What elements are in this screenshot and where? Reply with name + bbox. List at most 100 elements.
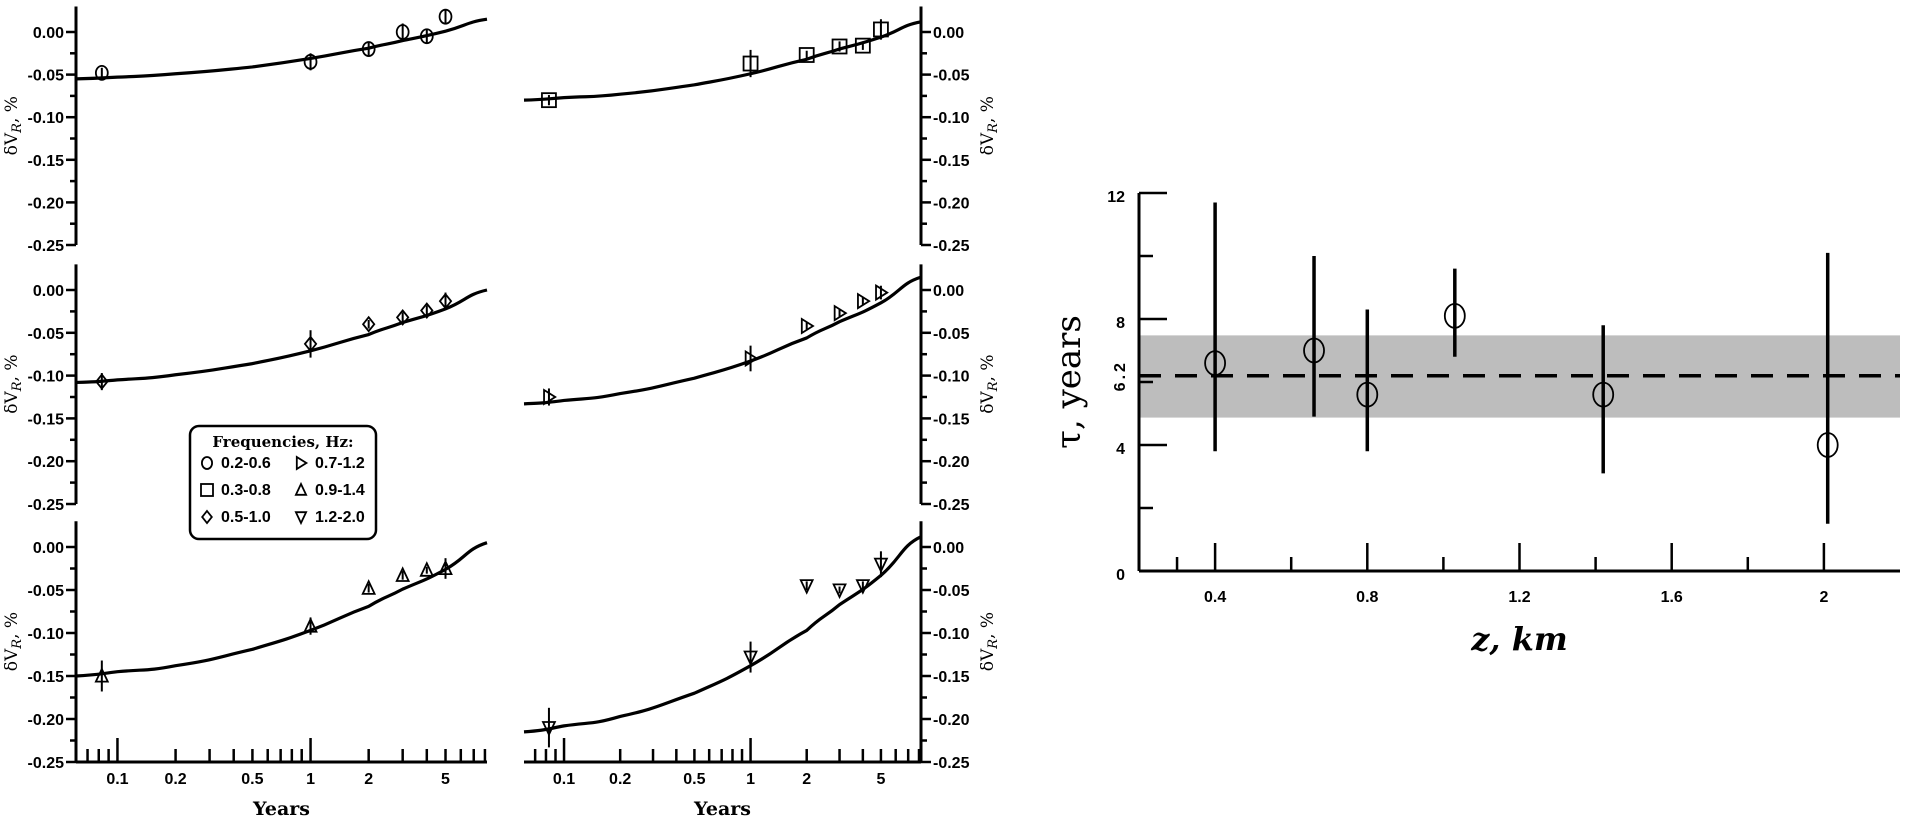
data-point-triangle-down [541,721,557,737]
y-tick-label: 4 [1116,441,1125,458]
legend-marker-triangle-up [294,481,308,496]
y-axis-label: δVR, % [978,96,1001,155]
tau-vs-depth-chart: 6.2 0 4 8 12 0.4 0.8 1.2 1.6 2 τ, years z, km [1049,189,1900,658]
y-tick-label: -0.05 [28,68,65,85]
legend-label: 0.7-1.2 [315,455,365,472]
fit-curve [523,20,922,102]
y-tick-label: -0.15 [933,411,970,428]
x-tick-label: 0.8 [1356,589,1378,606]
legend-title: Frequencies, Hz: [212,433,353,451]
x-tick-label: 0.5 [683,771,705,788]
data-point-triangle-up [94,666,110,683]
fit-curve [75,17,488,81]
legend-item: 1.2-2.0 [294,509,365,526]
data-point-diamond [303,335,318,353]
x-tick-label: 0.1 [106,771,128,788]
data-point-circle [419,28,434,45]
x-tick-label: 0.5 [241,771,263,788]
x-tick-label: 1 [306,771,315,788]
x-tick-label: 1 [746,771,755,788]
y-tick-label: -0.25 [933,497,970,514]
data-point-diamond [420,302,434,319]
y-tick-label: 0 [1116,567,1125,584]
y-axis-label-unit: , % [978,612,998,639]
y-tick-label: 0.00 [33,283,64,300]
fit-curve [75,541,488,678]
legend-item: 0.9-1.4 [294,481,365,499]
data-point-triangle-up [361,579,377,595]
x-tick-label: 0.2 [164,771,186,788]
y-axis-label-sub: R [10,123,25,134]
x-axis-label: Years [693,798,751,820]
data-point-circle [1356,381,1379,408]
y-axis-label-sub: R [10,639,25,650]
data-point-circle [1592,381,1615,408]
y-axis-label-sub: R [986,123,1001,134]
y-tick-label: -0.10 [933,626,970,643]
y-tick-label: -0.20 [28,454,65,471]
data-point-triangle-up [438,559,453,575]
data-point-circle [1204,350,1226,377]
y-tick-label: 0.00 [933,283,964,300]
y-tick-label: 8 [1116,315,1125,332]
x-tick-label: 5 [441,771,450,788]
data-point-square [742,55,759,72]
data-point-triangle-up [303,617,318,633]
x-tick-label: 0.2 [609,771,631,788]
y-tick-label: -0.20 [933,454,970,471]
y-tick-label: -0.15 [28,411,65,428]
y-tick-label: 12 [1107,189,1125,206]
y-axis-label-main: δV [2,648,22,671]
y-axis-label-unit: , % [2,612,22,639]
legend-item: 0.7-1.2 [295,455,365,472]
legend-item: 0.3-0.8 [200,482,271,499]
panel-middle-right: 0.00 -0.05 -0.10 -0.15 -0.20 -0.25 δVR, % [523,264,1001,514]
data-point-diamond [395,308,410,326]
data-point-circle [1303,337,1325,364]
y-axis-label-main: δV [2,391,22,414]
data-point-diamond [95,373,109,391]
x-tick-label: 1.2 [1508,589,1530,606]
legend-marker-circle [200,456,213,470]
data-point-triangle-right [857,292,871,310]
y-tick-label: -0.20 [28,195,65,212]
y-axis-label-main: δV [978,391,998,414]
legend-box [188,424,378,541]
data-point-triangle-right [833,304,848,322]
legend-label: 1.2-2.0 [315,509,365,526]
panel-bottom-left: 0.00 -0.05 -0.10 -0.15 -0.20 -0.25 δVR, % 0.1 0.… [2,521,488,820]
data-point-diamond [438,292,453,310]
y-tick-label: -0.10 [933,369,970,386]
y-tick-label: -0.20 [933,712,970,729]
y-axis-label-unit: , % [978,96,998,123]
data-point-circle [361,41,376,57]
data-point-triangle-down [832,583,847,600]
legend-marker-diamond [201,509,213,525]
x-tick-label: 1.6 [1661,589,1683,606]
legend-label: 0.5-1.0 [221,509,271,526]
data-point-square [873,21,889,38]
y-tick-label: -0.15 [28,669,65,686]
y-tick-label: -0.05 [28,326,65,343]
data-point-triangle-up [395,566,411,582]
y-axis-label-main: δV [978,132,998,155]
y-tick-label: -0.05 [933,326,970,343]
data-point-circle [1816,432,1839,458]
data-point-triangle-down [873,557,889,574]
y-tick-label: -0.25 [28,497,65,514]
x-axis-label: z, km [1470,620,1567,658]
y-tick-label: -0.10 [28,626,65,643]
y-tick-label: 0.00 [933,25,964,42]
legend-label: 0.9-1.4 [315,482,365,499]
data-point-circle [303,53,318,70]
x-tick-label: 0.4 [1204,589,1226,606]
y-axis-label-sub: R [986,639,1001,650]
data-point-square [831,38,848,55]
data-point-triangle-down [743,650,758,667]
legend-item: 0.5-1.0 [201,509,271,526]
legend-marker-square [200,483,214,497]
x-axis-label: Years [252,798,310,820]
y-axis-label-main: δV [978,648,998,671]
legend-marker-triangle-down [294,511,308,526]
